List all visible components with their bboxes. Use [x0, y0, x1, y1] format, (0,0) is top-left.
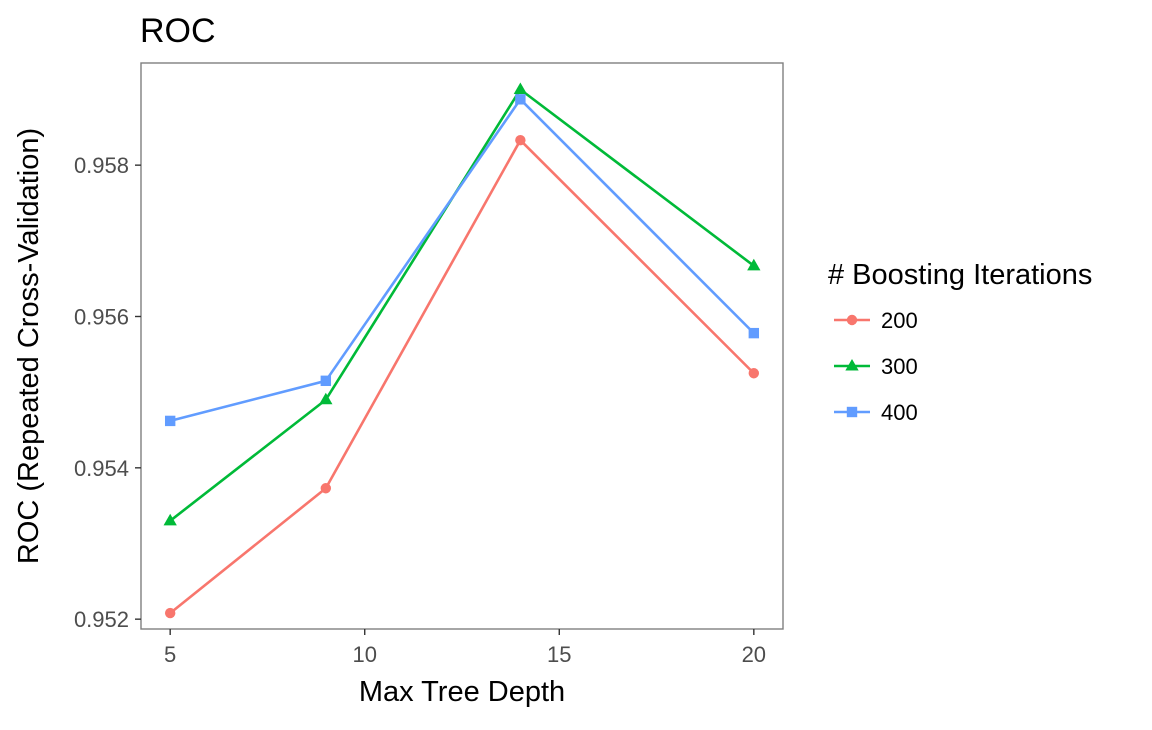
- series-200: [164, 134, 760, 619]
- data-point-300: [747, 258, 761, 271]
- x-axis-label: Max Tree Depth: [359, 676, 565, 708]
- series-300: [163, 82, 761, 526]
- legend-items: 200 300 400: [834, 308, 918, 425]
- y-tick-label: 0.952: [74, 607, 129, 632]
- x-tick-label: 15: [547, 642, 571, 667]
- series-400: [164, 94, 760, 427]
- legend-item-300: 300: [834, 354, 918, 379]
- data-point-200: [320, 483, 332, 494]
- series-layer: [163, 82, 761, 619]
- legend-item-400: 400: [834, 400, 918, 425]
- x-tick-label: 5: [164, 642, 176, 667]
- data-point-200: [748, 368, 760, 379]
- chart-title: ROC: [140, 12, 216, 50]
- y-tick-label: 0.956: [74, 304, 129, 329]
- legend-title: # Boosting Iterations: [828, 259, 1092, 291]
- legend-item-label: 200: [881, 308, 918, 333]
- legend-item-label: 400: [881, 400, 918, 425]
- plot-panel: [140, 62, 784, 630]
- x-tick-label: 20: [742, 642, 766, 667]
- legend-item-label: 300: [881, 354, 918, 379]
- data-point-200: [164, 607, 176, 619]
- legend: # Boosting Iterations 200 300 400: [828, 259, 1092, 425]
- data-point-300: [163, 513, 177, 526]
- series-line-400: [169, 98, 755, 423]
- series-line-200: [169, 138, 755, 615]
- y-axis-label: ROC (Repeated Cross-Validation): [13, 128, 45, 564]
- y-tick-label: 0.954: [74, 456, 129, 481]
- data-point-200: [515, 134, 526, 146]
- data-point-400: [164, 415, 176, 427]
- data-point-400: [515, 94, 526, 105]
- data-point-400: [320, 375, 332, 387]
- x-tick-label: 10: [352, 642, 376, 667]
- legend-key-marker: [845, 359, 859, 371]
- y-tick-label: 0.958: [74, 153, 129, 178]
- data-point-400: [748, 327, 760, 339]
- data-point-300: [513, 82, 528, 95]
- series-line-300: [169, 88, 755, 522]
- legend-key-marker: [846, 314, 858, 326]
- x-axis: 5 10 15 20: [164, 629, 766, 667]
- legend-key-marker: [846, 406, 858, 418]
- y-axis: 0.952 0.954 0.956 0.958: [74, 153, 141, 632]
- data-point-300: [319, 392, 333, 405]
- legend-item-200: 200: [834, 308, 918, 333]
